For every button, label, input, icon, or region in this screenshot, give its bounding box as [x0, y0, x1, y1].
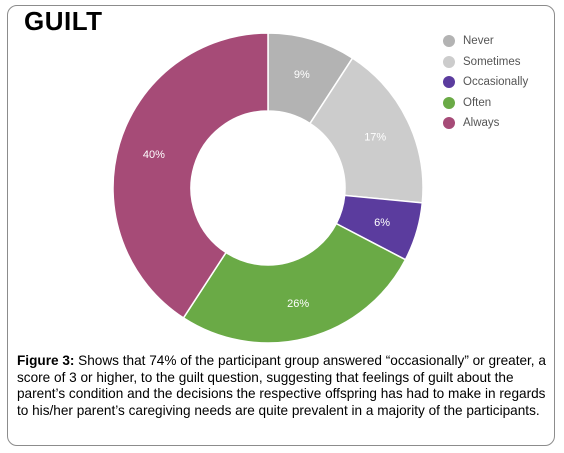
legend-swatch-often: [443, 96, 455, 109]
legend-swatch-always: [443, 117, 455, 130]
slice-sometimes: [308, 57, 424, 204]
caption-text: Shows that 74% of the participant group …: [17, 353, 546, 418]
legend-item-sometimes: Sometimes: [443, 52, 528, 73]
legend-label-often: Often: [463, 96, 492, 109]
legend-item-occasionally: Occasionally: [443, 72, 528, 93]
legend-swatch-never: [443, 35, 455, 48]
legend-item-always: Always: [443, 113, 528, 134]
figure-caption: Figure 3: Shows that 74% of the particip…: [17, 353, 547, 419]
legend-swatch-sometimes: [443, 55, 455, 68]
legend-swatch-occasionally: [443, 76, 455, 89]
legend-item-never: Never: [443, 31, 528, 52]
slice-label-often: 26%: [287, 298, 309, 310]
legend-label-never: Never: [463, 35, 494, 48]
slice-label-sometimes: 17%: [364, 131, 386, 143]
chart-title: GUILT: [24, 6, 103, 36]
slice-label-always: 40%: [143, 149, 165, 161]
legend-label-sometimes: Sometimes: [463, 55, 521, 68]
legend-label-occasionally: Occasionally: [463, 76, 529, 89]
caption-label: Figure 3:: [17, 353, 75, 368]
legend-item-often: Often: [443, 93, 528, 114]
slice-label-never: 9%: [294, 69, 310, 81]
slice-label-occasionally: 6%: [374, 217, 390, 229]
slice-often: [182, 222, 407, 344]
chart-legend: Never Sometimes Occasionally Often Always: [443, 31, 528, 134]
legend-label-always: Always: [463, 117, 500, 130]
slice-always: [112, 32, 269, 319]
